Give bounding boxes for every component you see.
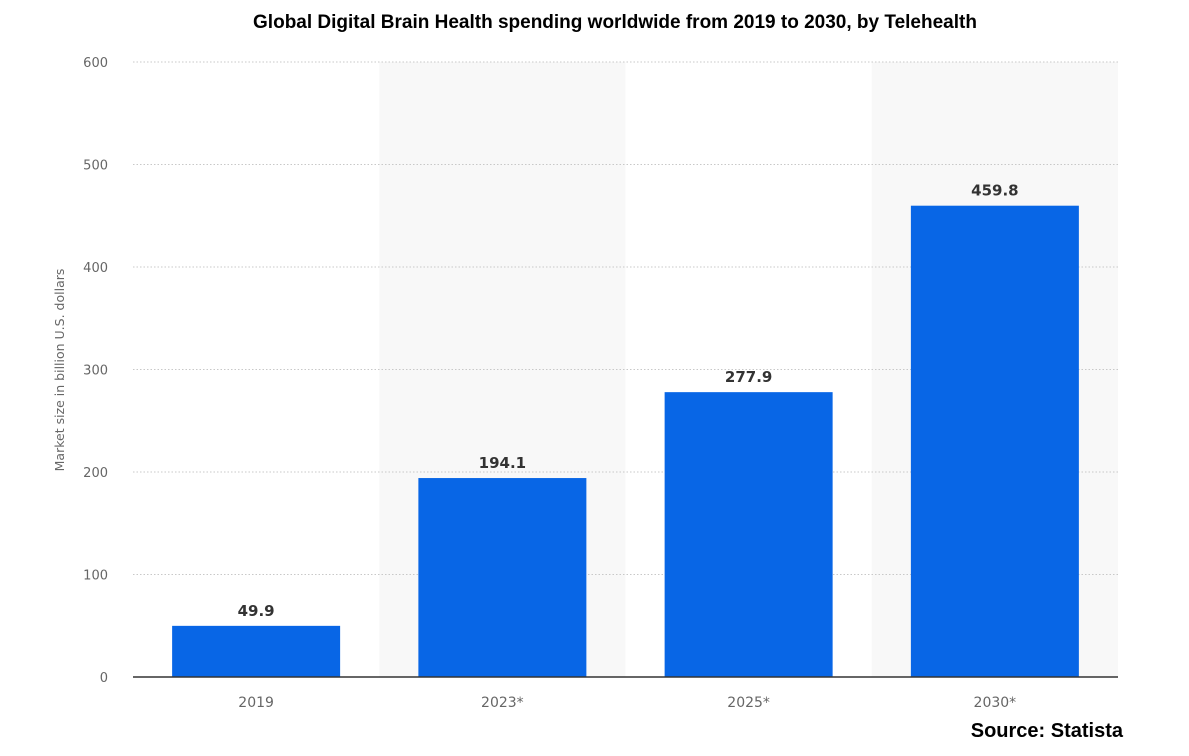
data-label: 49.9 (238, 602, 275, 620)
bar (418, 478, 587, 677)
y-tick-label: 300 (83, 364, 108, 379)
y-axis-label: Market size in billion U.S. dollars (52, 269, 67, 472)
source-note: Source: Statista (970, 720, 1123, 742)
x-tick-label: 2023* (481, 695, 524, 711)
x-tick-label: 2025* (727, 695, 770, 711)
x-tick-label: 2019 (238, 695, 274, 711)
chart-title: Global Digital Brain Health spending wor… (253, 12, 977, 33)
y-tick-label: 200 (83, 466, 108, 481)
data-label: 277.9 (725, 368, 772, 386)
y-tick-label: 600 (83, 56, 108, 71)
bar (910, 205, 1079, 677)
y-tick-label: 0 (100, 671, 108, 686)
y-tick-label: 500 (83, 159, 108, 174)
data-label: 459.8 (971, 182, 1018, 200)
y-tick-label: 100 (83, 569, 108, 584)
data-label: 194.1 (479, 454, 526, 472)
bar (172, 625, 341, 677)
x-tick-label: 2030* (974, 695, 1017, 711)
y-tick-label: 400 (83, 261, 108, 276)
bar (664, 392, 833, 677)
